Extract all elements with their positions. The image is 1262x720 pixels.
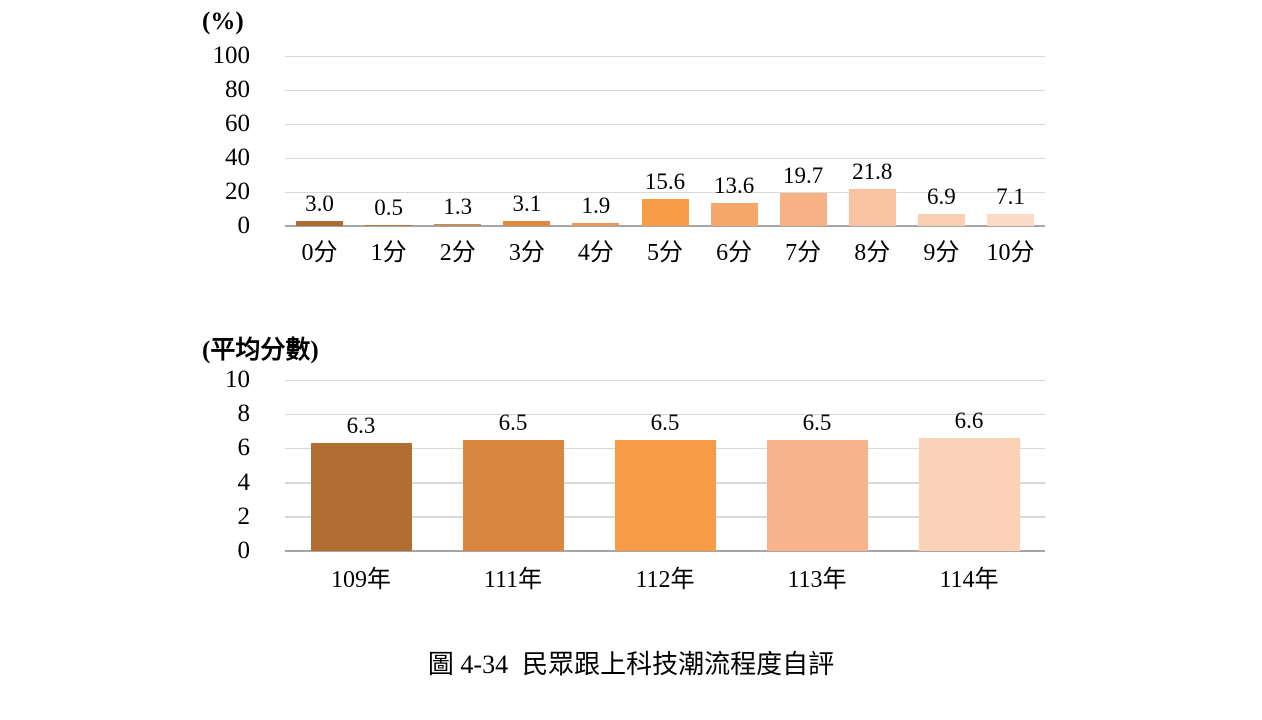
bar: [986, 213, 1034, 226]
bar: [710, 202, 758, 226]
bar-value-label: 7.1: [996, 183, 1025, 209]
bar-value-label: 21.8: [852, 158, 893, 184]
bar: [766, 439, 868, 551]
bar-value-label: 6.5: [650, 409, 680, 435]
y-tick-label: 6: [237, 434, 251, 462]
bar-value-label: 15.6: [644, 169, 686, 195]
average-score-axis-unit-label: (平均分數): [202, 337, 319, 364]
y-tick-label: 60: [225, 110, 250, 137]
y-tick-label: 4: [237, 468, 251, 496]
x-category-label: 111年: [483, 567, 543, 593]
bar: [503, 220, 551, 226]
bar-value-label: 6.3: [346, 413, 376, 439]
x-category-label: 7分: [785, 240, 822, 266]
x-category-label: 2分: [439, 240, 476, 266]
bar-value-label: 6.6: [954, 408, 984, 434]
y-tick-label: 10: [225, 366, 250, 393]
bar-value-label: 6.5: [802, 409, 832, 435]
y-tick-label: 20: [225, 178, 250, 205]
x-category-label: 113年: [787, 567, 847, 593]
bar: [779, 192, 827, 226]
gridline: [285, 89, 1045, 91]
x-category-label: 4分: [577, 240, 614, 266]
gridline: [285, 413, 1045, 416]
figure-caption: 圖 4-34 民眾跟上科技潮流程度自評: [0, 648, 1262, 682]
bar-value-label: 3.0: [305, 190, 334, 216]
bar-value-label: 3.1: [512, 190, 542, 216]
x-category-label: 1分: [370, 240, 407, 266]
gridline: [285, 191, 1045, 193]
bar: [917, 214, 965, 226]
x-category-label: 8分: [854, 240, 891, 266]
x-category-label: 5分: [647, 240, 683, 266]
bar: [848, 188, 896, 226]
x-category-label: 114年: [939, 567, 999, 593]
bar: [462, 439, 564, 551]
bar: [572, 222, 620, 226]
bar-value-label: 6.5: [498, 409, 528, 435]
gridline: [285, 55, 1045, 57]
bar: [365, 225, 413, 226]
y-tick-label: 100: [212, 42, 251, 69]
bar: [641, 199, 689, 226]
percent-axis-unit-label: (%): [202, 8, 244, 35]
x-category-label: 109年: [331, 567, 391, 593]
bar: [614, 439, 716, 551]
y-tick-label: 40: [225, 144, 250, 171]
bar-value-label: 0.5: [374, 195, 403, 221]
x-category-label: 10分: [986, 240, 1035, 266]
x-category-label: 6分: [716, 240, 753, 266]
y-tick-label: 8: [237, 400, 251, 428]
bar-value-label: 19.7: [783, 162, 824, 188]
x-category-label: 112年: [635, 567, 695, 593]
y-tick-label: 2: [237, 502, 251, 530]
bar: [918, 438, 1020, 551]
x-axis-line: [285, 550, 1045, 552]
x-axis-line: [285, 225, 1045, 227]
figure-caption-label: 圖 4-34: [427, 650, 509, 679]
gridline: [285, 123, 1045, 125]
bar: [296, 220, 344, 226]
gridline: [285, 379, 1045, 381]
bar-value-label: 6.9: [926, 184, 956, 210]
bar-value-label: 1.9: [581, 192, 611, 218]
x-category-label: 0分: [301, 240, 338, 266]
x-category-label: 3分: [508, 240, 545, 266]
figure-caption-title: 民眾跟上科技潮流程度自評: [522, 650, 835, 679]
x-category-label: 9分: [923, 240, 960, 266]
bar-value-label: 1.3: [443, 193, 473, 219]
bar: [310, 443, 412, 551]
bar: [434, 223, 482, 226]
y-tick-label: 80: [225, 76, 250, 103]
bar-value-label: 13.6: [713, 172, 755, 198]
gridline: [285, 157, 1045, 159]
y-tick-label: 0: [237, 537, 251, 564]
y-tick-label: 0: [237, 212, 251, 239]
